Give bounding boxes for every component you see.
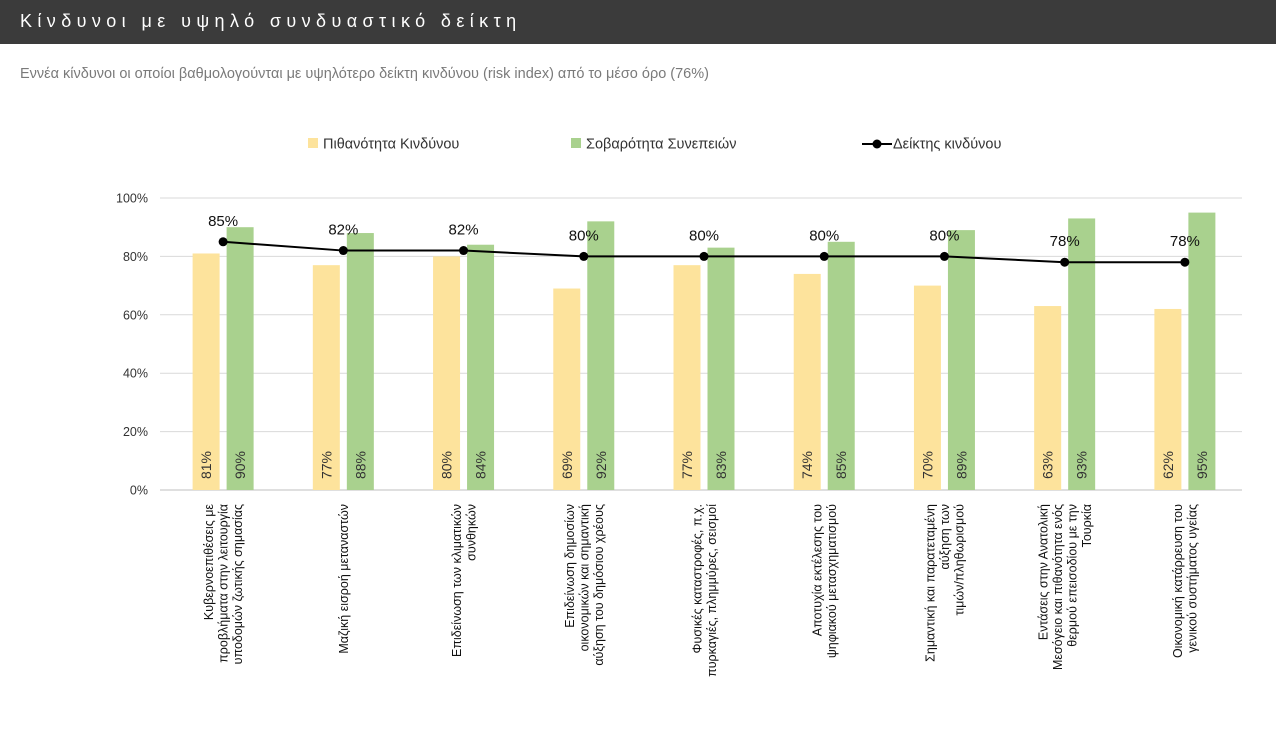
probability-data-label: 63% — [1040, 451, 1056, 479]
risk-index-point — [338, 246, 348, 256]
severity-bar — [707, 247, 735, 490]
category-label: προβλήματα στην λειτουργία — [217, 504, 231, 663]
category-label: Μεσόγειο και πιθανότητα ενός — [1051, 504, 1065, 670]
severity-data-label: 92% — [593, 451, 609, 479]
probability-data-label: 69% — [559, 451, 575, 479]
severity-bar — [226, 227, 254, 490]
legend-label-severity: Σοβαρότητα Συνεπειών — [586, 137, 736, 153]
risk-index-point — [699, 251, 709, 261]
chart-subtitle: Εννέα κίνδυνοι οι οποίοι βαθμολογούνται … — [20, 66, 709, 82]
risk-index-point — [939, 251, 949, 261]
category-label: οικονομικών και σημαντική — [577, 504, 591, 651]
severity-bar — [1068, 218, 1096, 490]
legend-swatch-severity — [571, 138, 581, 148]
y-tick-label: 60% — [123, 308, 148, 322]
category-label: Κυβερνοεπιθέσεις με — [202, 504, 216, 621]
category-label: αύξηση των — [938, 504, 952, 570]
category-label: θερμού επεισοδίου με την — [1065, 504, 1079, 647]
risk-index-point — [459, 246, 469, 256]
risk-index-data-label: 78% — [1050, 233, 1080, 250]
category-label: αύξηση του δημόσιου χρέους — [592, 504, 606, 666]
severity-bar — [1188, 212, 1216, 490]
risk-index-data-label: 80% — [569, 227, 599, 244]
probability-bar — [433, 256, 461, 490]
category-label: Εντάσεις στην Ανατολική — [1036, 504, 1050, 640]
risk-index-point — [1060, 257, 1070, 267]
category-label: τιμών/πληθωρισμού — [952, 504, 966, 616]
risk-index-data-label: 82% — [449, 222, 479, 239]
category-label: Σημαντική και παρατεταμένη — [923, 504, 937, 662]
legend-swatch-probability — [308, 138, 318, 148]
probability-bar — [553, 288, 581, 490]
probability-data-label: 81% — [198, 451, 214, 479]
category-label: συνθηκών — [464, 504, 478, 561]
severity-bar — [947, 230, 975, 490]
risk-index-data-label: 80% — [809, 227, 839, 244]
category-label: Επιδείνωση των κλιματικών — [450, 504, 464, 657]
risk-index-data-label: 80% — [689, 227, 719, 244]
probability-bar — [1154, 308, 1182, 490]
risk-index-data-label: 80% — [929, 227, 959, 244]
risk-index-data-label: 78% — [1170, 233, 1200, 250]
probability-bar — [192, 253, 220, 490]
severity-data-label: 89% — [953, 451, 969, 479]
probability-bar — [673, 265, 701, 490]
category-label: Επιδείνωση δημοσίων — [563, 504, 577, 628]
probability-data-label: 77% — [679, 451, 695, 479]
legend-label-probability: Πιθανότητα Κινδύνου — [323, 137, 459, 153]
y-tick-label: 0% — [130, 484, 148, 498]
category-label: πυρκαγιές, πλημμύρες, σεισμοί — [705, 504, 719, 677]
category-label: Τουρκία — [1080, 504, 1094, 547]
probability-data-label: 77% — [318, 451, 334, 479]
risk-index-point — [218, 237, 228, 247]
probability-data-label: 70% — [919, 451, 935, 479]
risk-index-data-label: 82% — [328, 222, 358, 239]
probability-bar — [913, 285, 941, 490]
category-label: Φυσικές καταστροφές, π.χ. — [690, 504, 704, 653]
legend-label-risk-index: Δείκτης κινδύνου — [893, 137, 1001, 153]
severity-data-label: 95% — [1194, 451, 1210, 479]
severity-data-label: 93% — [1074, 451, 1090, 479]
page-title: Κίνδυνοι με υψηλό συνδυαστικό δείκτη — [20, 11, 522, 31]
severity-bar — [346, 233, 374, 491]
category-label: Αποτυχία εκτέλεσης του — [810, 504, 824, 636]
risk-index-point — [579, 251, 589, 261]
risk-index-point — [819, 251, 829, 261]
severity-data-label: 90% — [232, 451, 248, 479]
severity-data-label: 84% — [473, 451, 489, 479]
header-bar: Κίνδυνοι με υψηλό συνδυαστικό δείκτη — [0, 0, 1276, 44]
probability-data-label: 80% — [439, 451, 455, 479]
category-label: Μαζική εισροή μεταναστών — [337, 504, 351, 654]
y-tick-label: 100% — [116, 192, 148, 206]
severity-bar — [587, 221, 615, 491]
category-label: ψηφιακού μετασχηματισμού — [825, 504, 839, 658]
y-tick-label: 40% — [123, 367, 148, 381]
category-label: υποδομών ζωτικής σημασίας — [231, 504, 245, 664]
probability-bar — [1034, 306, 1062, 490]
severity-data-label: 88% — [352, 451, 368, 479]
probability-bar — [793, 273, 821, 490]
risk-index-point — [1180, 257, 1190, 267]
risk-index-data-label: 85% — [208, 213, 238, 230]
severity-data-label: 83% — [713, 451, 729, 479]
probability-data-label: 62% — [1160, 451, 1176, 479]
severity-data-label: 85% — [833, 451, 849, 479]
probability-bar — [312, 265, 340, 490]
category-label: Οικονομική κατάρρευση του — [1171, 504, 1185, 658]
probability-data-label: 74% — [799, 451, 815, 479]
y-tick-label: 80% — [123, 250, 148, 264]
y-tick-label: 20% — [123, 425, 148, 439]
category-label: γενικού συστήματος υγείας — [1186, 504, 1200, 653]
severity-bar — [467, 244, 495, 490]
legend-marker-risk-index — [872, 139, 882, 149]
severity-bar — [827, 241, 855, 490]
